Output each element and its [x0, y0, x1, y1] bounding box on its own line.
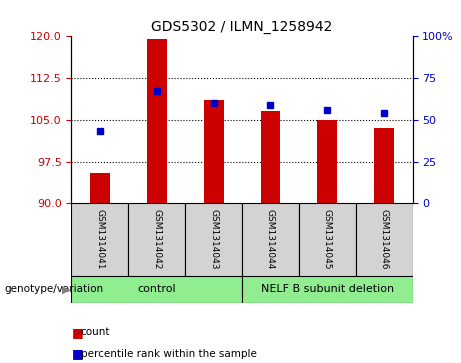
Bar — [204, 100, 224, 203]
Bar — [71, 203, 128, 276]
Bar — [128, 203, 185, 276]
Text: GSM1314043: GSM1314043 — [209, 209, 218, 270]
Bar — [147, 39, 167, 203]
Bar — [317, 120, 337, 203]
Text: GSM1314042: GSM1314042 — [152, 209, 161, 270]
Bar — [260, 111, 280, 203]
Text: GSM1314046: GSM1314046 — [380, 209, 389, 270]
Text: count: count — [81, 327, 110, 337]
Text: genotype/variation: genotype/variation — [5, 285, 104, 294]
Text: ■: ■ — [71, 326, 83, 339]
Text: GSM1314044: GSM1314044 — [266, 209, 275, 270]
Text: GSM1314041: GSM1314041 — [95, 209, 104, 270]
Text: ■: ■ — [71, 347, 83, 360]
Text: control: control — [137, 285, 176, 294]
Bar — [356, 203, 413, 276]
Text: GSM1314045: GSM1314045 — [323, 209, 332, 270]
Bar — [374, 128, 394, 203]
Bar — [299, 203, 356, 276]
Text: ▶: ▶ — [62, 285, 71, 294]
Title: GDS5302 / ILMN_1258942: GDS5302 / ILMN_1258942 — [151, 20, 333, 34]
Bar — [242, 203, 299, 276]
Bar — [71, 276, 242, 303]
Text: percentile rank within the sample: percentile rank within the sample — [81, 349, 257, 359]
Bar — [185, 203, 242, 276]
Bar — [90, 173, 110, 203]
Text: NELF B subunit deletion: NELF B subunit deletion — [261, 285, 394, 294]
Bar — [242, 276, 413, 303]
